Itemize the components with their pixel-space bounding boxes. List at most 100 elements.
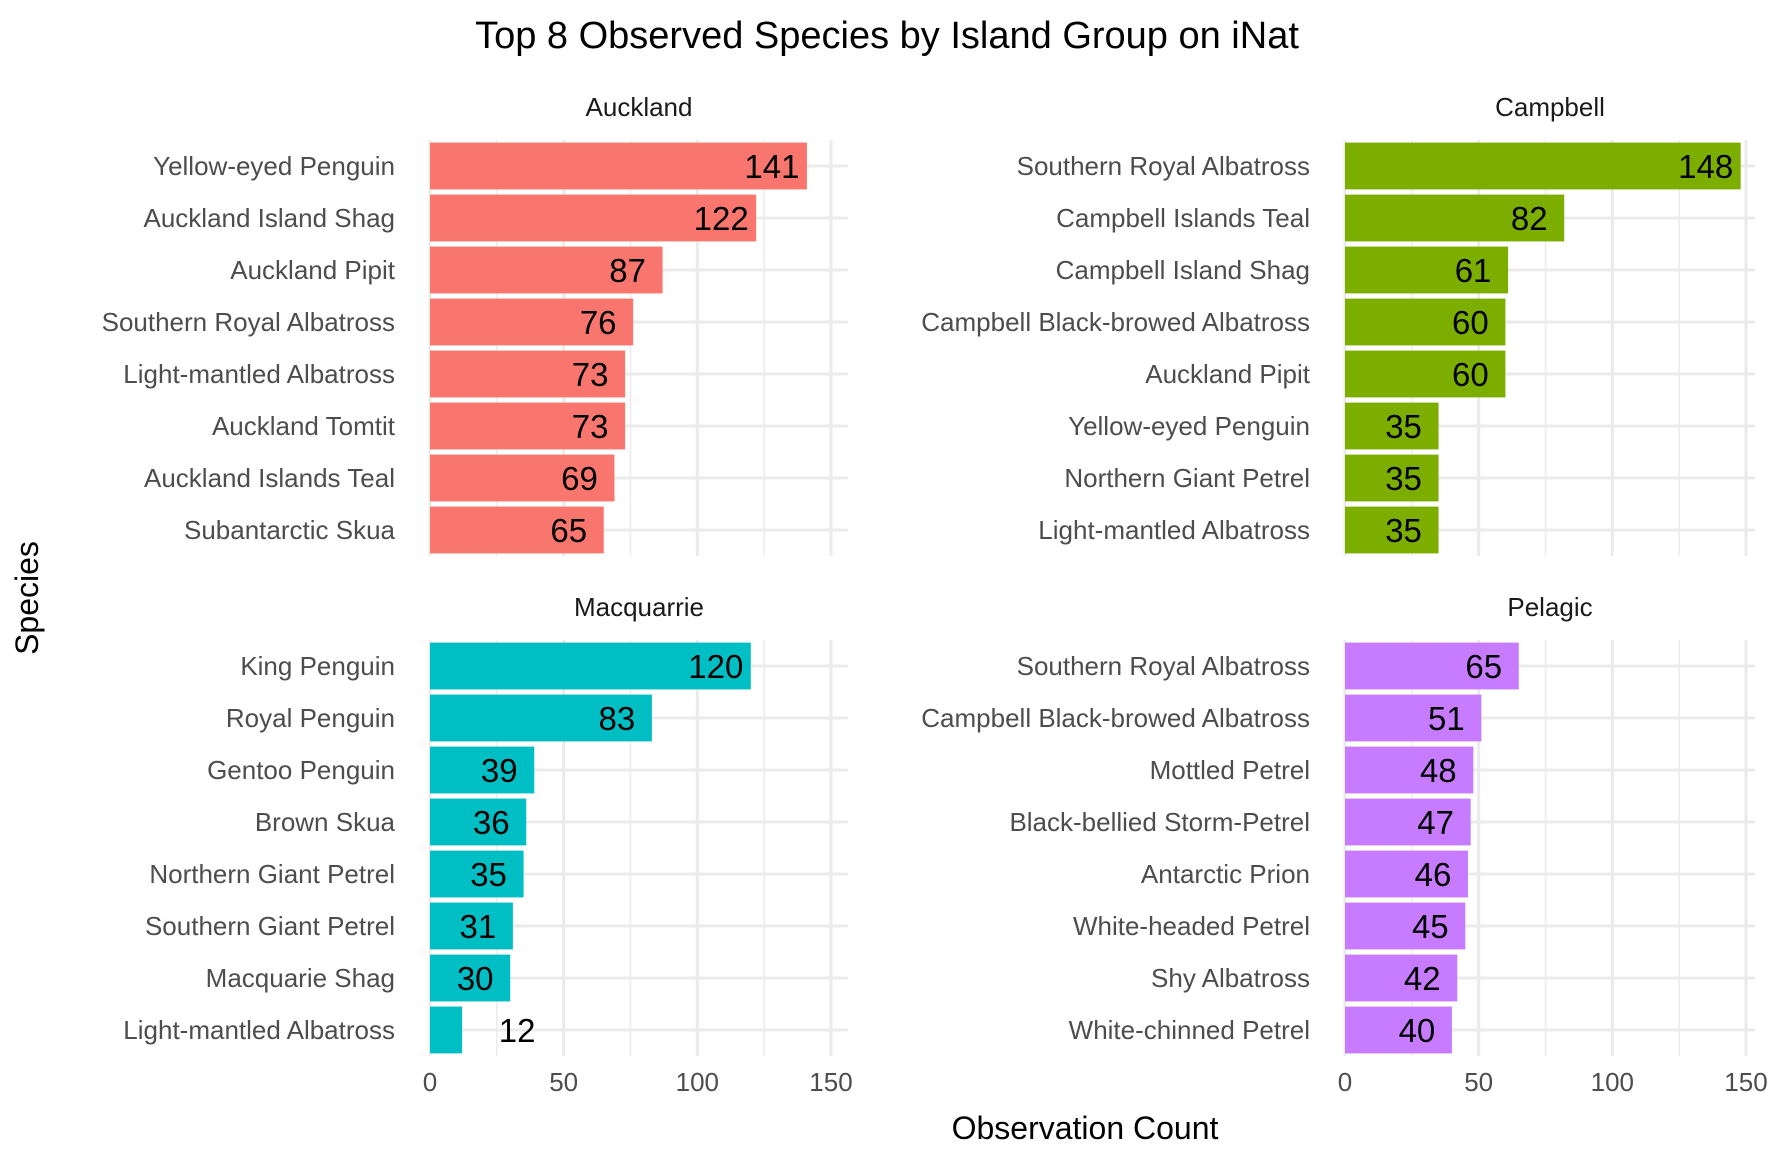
category-label: Auckland Tomtit (212, 411, 396, 441)
data-label: 47 (1417, 804, 1454, 841)
data-label: 12 (499, 1012, 536, 1049)
bar (1345, 142, 1741, 190)
bar (430, 454, 615, 502)
category-label: Light-mantled Albatross (123, 1015, 395, 1045)
x-tick-label: 150 (809, 1067, 852, 1097)
data-label: 148 (1678, 148, 1733, 185)
data-label: 61 (1455, 252, 1492, 289)
category-label: Gentoo Penguin (207, 755, 395, 785)
category-label: King Penguin (240, 651, 395, 681)
bar (430, 902, 513, 950)
bar (430, 246, 663, 294)
x-tick-label: 0 (423, 1067, 437, 1097)
category-label: White-headed Petrel (1073, 911, 1310, 941)
bar (430, 142, 807, 190)
bar (1345, 902, 1466, 950)
facet-panels: Auckland Yellow-eyed Penguin 141 Auckland I… (102, 92, 1768, 1097)
data-label: 36 (473, 804, 510, 841)
data-label: 40 (1399, 1012, 1436, 1049)
category-label: Campbell Black-browed Albatross (921, 703, 1310, 733)
facet-strip-label: Auckland (586, 92, 693, 122)
bar (430, 694, 652, 742)
category-label: Auckland Pipit (230, 255, 396, 285)
bar (1345, 506, 1439, 554)
bar (1345, 194, 1565, 242)
data-label: 73 (572, 408, 609, 445)
facet-strip-label: Campbell (1495, 92, 1605, 122)
bar (1345, 402, 1439, 450)
data-label: 46 (1415, 856, 1452, 893)
category-label: Yellow-eyed Penguin (1068, 411, 1310, 441)
data-label: 83 (599, 700, 636, 737)
bar (430, 642, 751, 690)
data-label: 48 (1420, 752, 1457, 789)
bar (430, 194, 757, 242)
data-label: 51 (1428, 700, 1465, 737)
category-label: Auckland Island Shag (143, 203, 395, 233)
bar (1345, 694, 1482, 742)
data-label: 69 (561, 460, 598, 497)
data-label: 141 (744, 148, 799, 185)
data-label: 60 (1452, 304, 1489, 341)
data-label: 120 (688, 648, 743, 685)
category-label: Campbell Island Shag (1056, 255, 1310, 285)
category-label: Campbell Black-browed Albatross (921, 307, 1310, 337)
bar (1345, 298, 1506, 346)
panel-campbell: Campbell Southern Royal Albatross 148 Campb… (921, 92, 1755, 556)
data-label: 76 (580, 304, 617, 341)
category-label: Subantarctic Skua (184, 515, 396, 545)
x-tick-label: 100 (1591, 1067, 1634, 1097)
category-label: Brown Skua (255, 807, 396, 837)
x-axis-label: Observation Count (952, 1110, 1219, 1146)
bar (1345, 246, 1509, 294)
x-tick-label: 100 (676, 1067, 719, 1097)
category-label: Southern Royal Albatross (102, 307, 395, 337)
category-label: Light-mantled Albatross (123, 359, 395, 389)
y-axis-label: Species (9, 541, 45, 655)
bar (430, 850, 524, 898)
category-label: Southern Giant Petrel (145, 911, 395, 941)
data-label: 42 (1404, 960, 1441, 997)
bar (1345, 454, 1439, 502)
category-label: Macquarie Shag (206, 963, 395, 993)
bar (430, 954, 511, 1002)
bar (1345, 1006, 1452, 1054)
category-label: Auckland Islands Teal (144, 463, 395, 493)
bar (1345, 798, 1471, 846)
panel-auckland: Auckland Yellow-eyed Penguin 141 Auckland I… (102, 92, 848, 556)
bar (430, 746, 535, 794)
category-label: Auckland Pipit (1145, 359, 1311, 389)
data-label: 31 (460, 908, 497, 945)
data-label: 39 (481, 752, 518, 789)
data-label: 82 (1511, 200, 1548, 237)
data-label: 60 (1452, 356, 1489, 393)
panel-pelagic: Pelagic Southern Royal Albatross 65 Campbel… (921, 592, 1767, 1097)
x-tick-label: 50 (1464, 1067, 1493, 1097)
bar (1345, 746, 1474, 794)
bar (1345, 850, 1468, 898)
bar (1345, 642, 1519, 690)
category-label: Northern Giant Petrel (149, 859, 395, 889)
category-label: Southern Royal Albatross (1017, 651, 1310, 681)
chart-title: Top 8 Observed Species by Island Group o… (475, 15, 1299, 57)
category-label: Antarctic Prion (1141, 859, 1310, 889)
category-label: Southern Royal Albatross (1017, 151, 1310, 181)
bar (430, 1006, 463, 1054)
bar (1345, 954, 1458, 1002)
category-label: Royal Penguin (226, 703, 395, 733)
data-label: 122 (694, 200, 749, 237)
bar (430, 350, 626, 398)
bar (430, 798, 527, 846)
category-label: Light-mantled Albatross (1038, 515, 1310, 545)
bar (430, 506, 604, 554)
category-label: Campbell Islands Teal (1056, 203, 1310, 233)
data-label: 73 (572, 356, 609, 393)
data-label: 35 (1385, 460, 1422, 497)
category-label: Northern Giant Petrel (1064, 463, 1310, 493)
data-label: 45 (1412, 908, 1449, 945)
data-label: 65 (1465, 648, 1502, 685)
x-tick-label: 50 (549, 1067, 578, 1097)
category-label: White-chinned Petrel (1069, 1015, 1310, 1045)
facet-strip-label: Pelagic (1507, 592, 1592, 622)
